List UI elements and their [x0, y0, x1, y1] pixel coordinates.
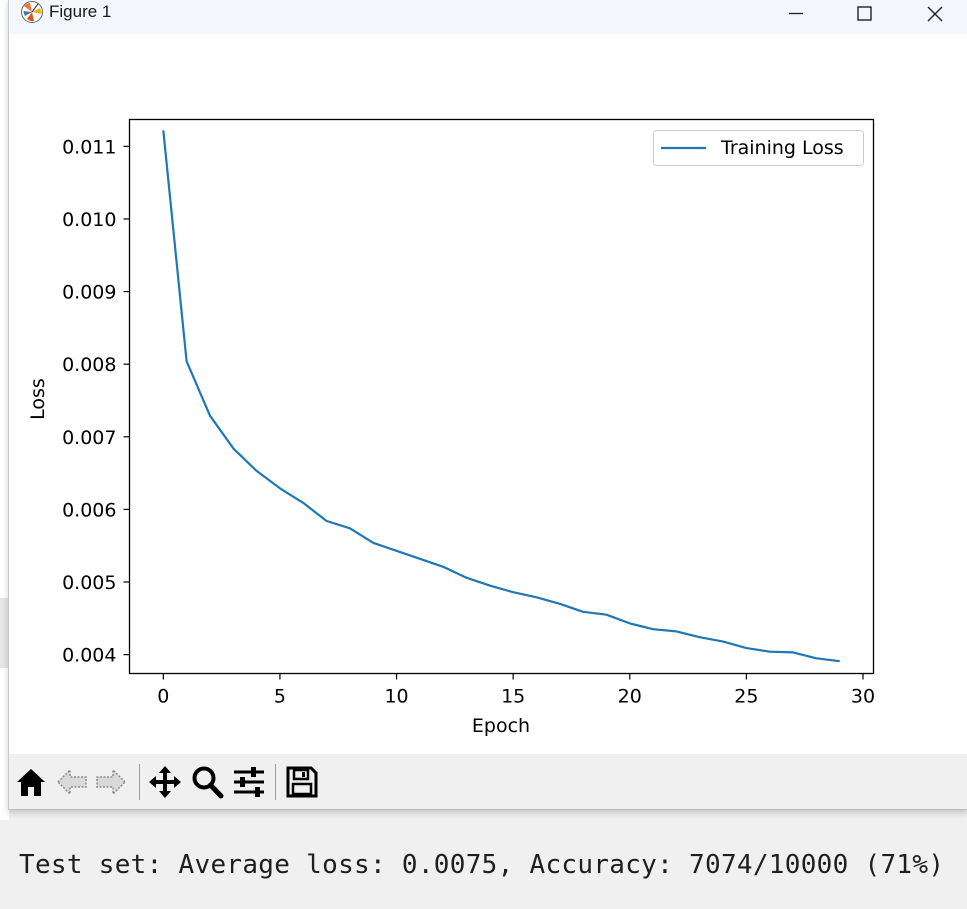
forward-icon [96, 768, 127, 796]
close-icon [927, 6, 943, 22]
home-icon [17, 769, 45, 796]
close-button[interactable] [912, 0, 958, 30]
y-tick-label: 0.006 [62, 499, 116, 521]
minimize-button[interactable] [772, 0, 818, 30]
pan-button[interactable] [147, 764, 183, 800]
y-tick-label: 0.005 [62, 572, 116, 594]
maximize-icon [857, 6, 872, 21]
save-button[interactable] [284, 764, 320, 800]
maximize-button[interactable] [842, 0, 888, 30]
title-bar[interactable]: Figure 1 [9, 0, 967, 34]
zoom-button[interactable] [189, 764, 225, 800]
x-tick-label: 25 [734, 686, 758, 708]
legend-label: Training Loss [720, 137, 844, 159]
toolbar-separator [275, 764, 276, 800]
back-icon [56, 768, 87, 796]
figure-window: Figure 1 0 5 10 15 20 25 30 0.004 0.005 0.006 0.0… [8, 0, 967, 810]
training-loss-chart: 0 5 10 15 20 25 30 0.004 0.005 0.006 0.007 0.008 0.… [27, 118, 875, 737]
save-icon [286, 766, 318, 798]
y-tick-label: 0.007 [62, 427, 116, 449]
x-tick-label: 15 [501, 686, 525, 708]
matplotlib-logo-icon [21, 1, 43, 23]
x-tick-label: 30 [851, 686, 875, 708]
y-tick-label: 0.010 [62, 209, 116, 231]
x-axis-label: Epoch [472, 715, 530, 737]
window-title: Figure 1 [49, 2, 112, 21]
y-tick-label: 0.009 [62, 282, 116, 304]
back-button[interactable] [54, 764, 90, 800]
x-tick-label: 20 [618, 686, 642, 708]
forward-button[interactable] [93, 764, 129, 800]
zoom-icon [192, 766, 224, 799]
pan-icon [149, 766, 181, 798]
x-tick-label: 10 [384, 686, 408, 708]
x-tick-label: 0 [157, 686, 169, 708]
background-window-edge [0, 0, 9, 820]
figure-canvas[interactable]: 0 5 10 15 20 25 30 0.004 0.005 0.006 0.007 0.008 0.… [9, 34, 967, 754]
y-tick-label: 0.011 [62, 136, 116, 158]
background-window-shade [0, 598, 9, 668]
toolbar-separator [139, 764, 140, 800]
configure-subplots-button[interactable] [231, 764, 267, 800]
configure-subplots-icon [234, 767, 264, 797]
legend-box [653, 130, 864, 166]
y-tick-label: 0.004 [62, 645, 116, 667]
series-line-training-loss [162, 130, 840, 663]
y-axis-label: Loss [27, 378, 49, 420]
console-output: Test set: Average loss: 0.0075, Accuracy… [19, 850, 945, 880]
plot-area [128, 118, 875, 675]
legend: Training Loss [653, 130, 864, 166]
home-button[interactable] [13, 764, 49, 800]
x-tick-label: 5 [274, 686, 286, 708]
minimize-icon [789, 12, 803, 15]
y-tick-label: 0.008 [62, 354, 116, 376]
navigation-toolbar [9, 754, 967, 809]
